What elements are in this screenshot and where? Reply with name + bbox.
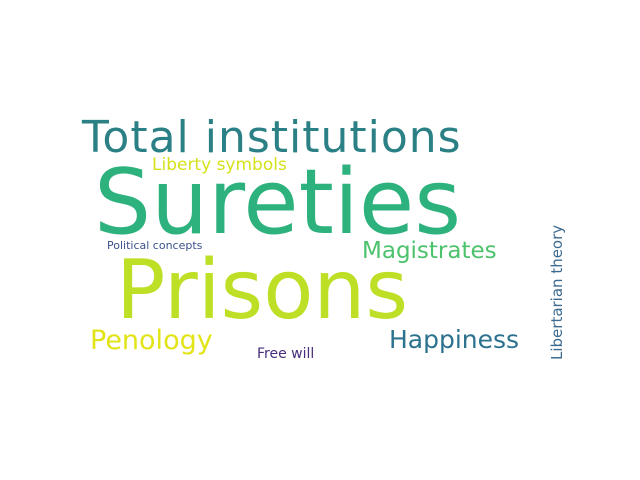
word-liberty-symbols: Liberty symbols [152,155,287,175]
word-happiness: Happiness [389,325,520,354]
word-penology: Penology [90,325,213,356]
word-political-concepts: Political concepts [107,239,203,252]
word-sureties: Sureties [94,150,462,255]
word-libertarian-theory: Libertarian theory [548,224,566,360]
word-free-will: Free will [257,346,315,362]
word-total-institutions: Total institutions [82,112,462,163]
word-prisons: Prisons [116,243,409,338]
word-magistrates: Magistrates [362,238,497,264]
